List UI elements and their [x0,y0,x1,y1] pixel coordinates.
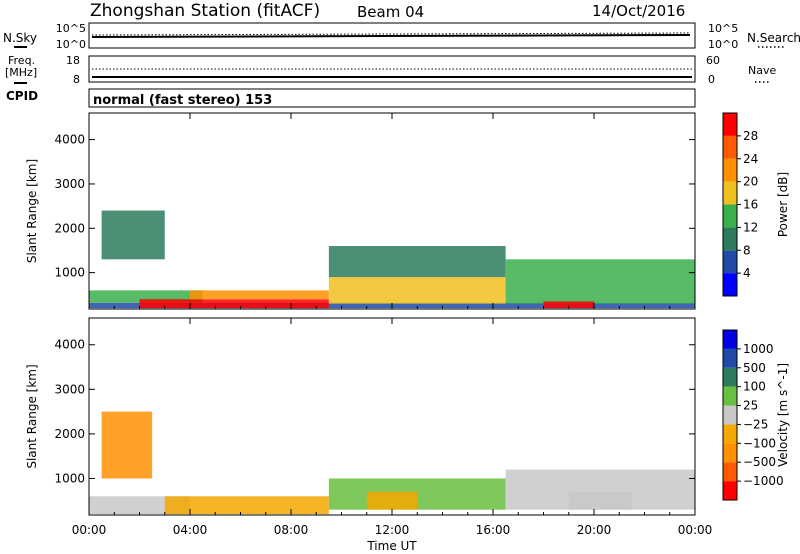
cpid-label: CPID [6,89,38,103]
heatmap-cell [505,259,695,304]
noise-left-tick-bottom: 10^0 [56,38,86,51]
freq-right-tick-bottom: 0 [708,73,715,86]
colorbar-segment [723,462,737,482]
noise-right-label: N.Search [747,31,800,45]
colorbar-tick-label: 16 [743,198,758,212]
title-beam: Beam 04 [357,3,424,21]
colorbar-segment [723,481,737,500]
noise-left-label: N.Sky [3,31,37,45]
freq-left-label-1: Freq. [8,54,35,67]
y-tick-label: 4000 [54,133,85,147]
noise-left-tick-top: 10^5 [56,22,86,35]
heatmap-cell [139,299,329,309]
colorbar-tick-label: 100 [743,380,766,394]
colorbar-segment [723,386,737,406]
y-tick-label: 3000 [54,177,85,191]
colorbar-segment [723,204,737,228]
x-tick-label: 04:00 [173,523,208,537]
x-tick-label: 12:00 [375,523,410,537]
colorbar-segment [723,113,737,136]
colorbar-segment [723,330,737,349]
noise-right-tick-bottom: 10^0 [708,38,738,51]
heatmap-cell [366,491,418,510]
cpid-frame [88,88,696,108]
colorbar-segment [723,348,737,368]
freq-panel: Freq. [MHz] 18 8 60 0 Nave [5,54,776,86]
x-tick-label: 00:00 [678,523,713,537]
freq-panel-frame [88,55,696,83]
colorbar-tick-label: 1000 [743,342,774,356]
colorbar-segment [723,443,737,463]
heatmap-cell [101,210,165,260]
colorbar-segment [723,424,737,444]
colorbar-tick-label: 20 [743,175,758,189]
heatmap-cell [568,491,632,510]
colorbar-tick-label: 24 [743,152,758,166]
x-tick-label: 16:00 [476,523,511,537]
x-tick-label: 00:00 [72,523,107,537]
heatmap-cell [328,246,506,278]
x-axis-label: Time UT [366,539,417,553]
heatmap-cell [543,301,594,309]
freq-right-label: Nave [748,64,776,77]
x-tick-label: 20:00 [577,523,612,537]
y-axis-label: Slant Range [km] [25,364,39,468]
y-tick-label: 1000 [54,266,85,280]
colorbar-tick-label: 25 [743,399,758,413]
noise-search-trace [91,32,691,36]
heatmap-cell [164,496,329,515]
colorbar-segment [723,135,737,159]
colorbar-segment [723,227,737,251]
y-tick-label: 2000 [54,221,85,235]
freq-left-tick-bottom: 8 [73,73,80,86]
colorbar-tick-label: 4 [743,266,751,280]
y-tick-label: 4000 [54,338,85,352]
heatmap-cell [101,411,153,479]
velocity-panel: 1000 2000 3000 4000 00:00 04:00 08:00 12:00 16:0… [25,317,790,553]
noise-sky-trace [91,34,691,38]
colorbar-tick-label: −100 [743,436,776,450]
colorbar-segment [723,158,737,182]
noise-panel: N.Sky 10^5 10^0 10^5 10^0 N.Search [3,22,800,51]
colorbar-segment [723,273,737,296]
cpid-text: normal (fast stereo) 153 [93,93,272,108]
colorbar-label: Velocity [m s^-1] [776,363,790,467]
colorbar-tick-label: −25 [743,417,768,431]
colorbar-tick-label: 8 [743,243,751,257]
x-tick-label: 08:00 [274,523,309,537]
colorbar-segment [723,250,737,274]
y-axis-label: Slant Range [km] [25,159,39,263]
colorbar-tick-label: 500 [743,361,766,375]
colorbar-frame [722,329,738,501]
freq-left-label-2: [MHz] [5,66,37,79]
heatmap-cell [328,277,506,304]
colorbar-label: Power [dB] [776,172,790,237]
power-panel: 1000 2000 3000 4000 Slant Range [km] 28 24 20 16… [25,112,790,310]
title-station: Zhongshan Station (fitACF) [90,1,320,21]
title-date: 14/Oct/2016 [592,2,685,20]
noise-panel-frame [88,22,696,49]
colorbar-segment [723,405,737,425]
colorbar-segment [723,367,737,387]
colorbar-tick-label: 28 [743,129,758,143]
colorbar-tick-label: 12 [743,220,758,234]
freq-left-tick-top: 18 [66,54,80,67]
y-tick-label: 3000 [54,382,85,396]
heatmap-cell [190,290,329,300]
y-tick-label: 2000 [54,427,85,441]
noise-right-tick-top: 10^5 [708,22,738,35]
colorbar-tick-label: −500 [743,455,776,469]
y-tick-label: 1000 [54,471,85,485]
freq-right-tick-top: 60 [706,54,720,67]
colorbar-segment [723,181,737,205]
colorbar-tick-label: −1000 [743,474,784,488]
